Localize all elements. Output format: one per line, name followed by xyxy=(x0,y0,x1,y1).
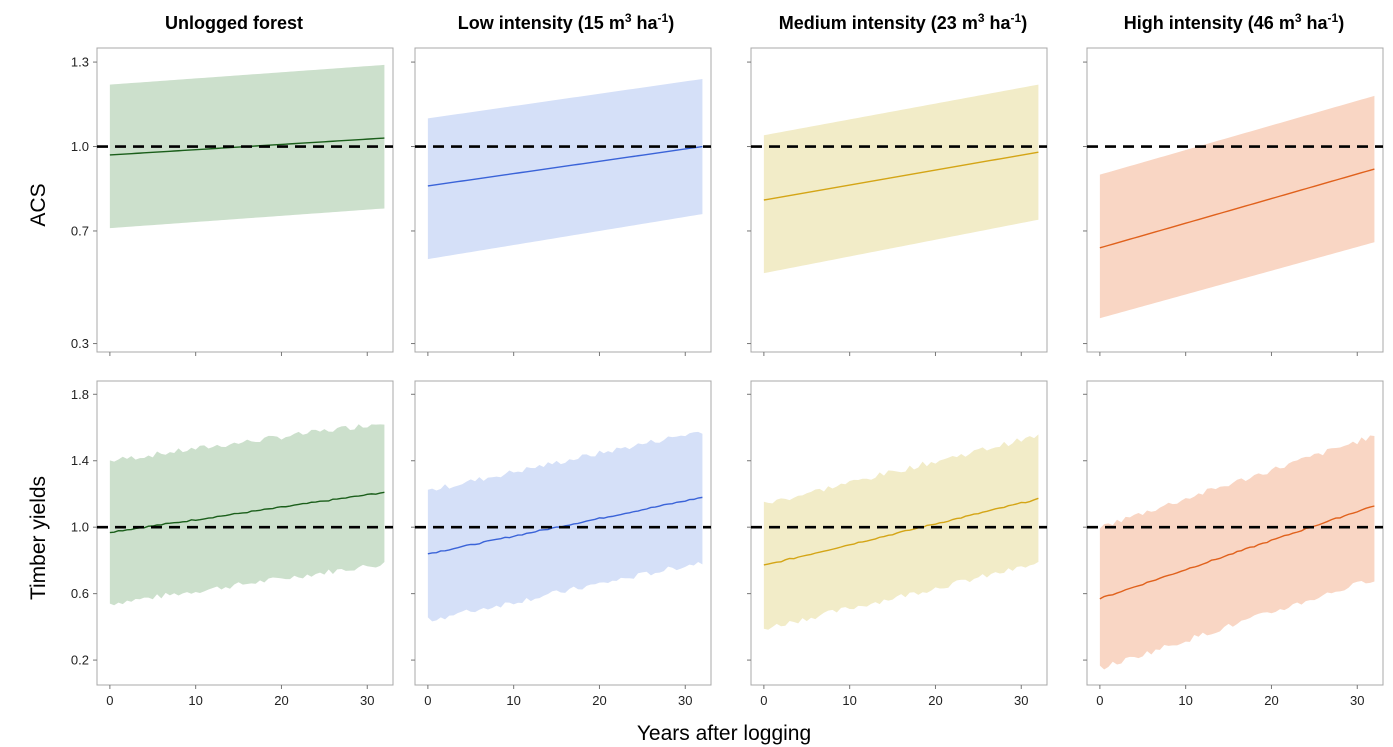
mean-line xyxy=(1099,505,1375,600)
x-tick-label: 0 xyxy=(1096,693,1103,708)
x-tick-label: 10 xyxy=(188,693,202,708)
panel-timber-unlogged: 0.2 0.6 1.0 1.4 1.8 0 10 20 30 xyxy=(71,380,394,708)
mean-line xyxy=(109,491,385,534)
y-tick-label: 1.0 xyxy=(71,520,89,535)
y-tick-label: 0.6 xyxy=(71,586,89,601)
y-tick-label: 1.0 xyxy=(71,139,89,154)
x-axis-label: Years after logging xyxy=(637,722,811,745)
panel-timber-medium-intensity: 0 10 20 30 xyxy=(747,380,1048,708)
x-tick-label: 20 xyxy=(1264,693,1278,708)
y-tick-label: 0.7 xyxy=(71,223,89,238)
mean-line xyxy=(427,496,703,555)
panel-acs-medium-intensity xyxy=(747,47,1048,356)
x-tick-label: 30 xyxy=(678,693,692,708)
mean-line xyxy=(427,145,703,187)
y-tick-label: 1.3 xyxy=(71,55,89,70)
column-title-low-intensity: Low intensity (15 m3 ha-1) xyxy=(458,11,674,33)
panel-acs-unlogged: 0.3 0.7 1.0 1.3 xyxy=(71,47,394,356)
column-title-unlogged: Unlogged forest xyxy=(165,13,303,33)
panel-grid: 0.3 0.7 1.0 1.3 0.2 0.6 1.0 1.4 1.8 0 10 20 30 0 10 20 3… xyxy=(71,47,1384,708)
confidence-band xyxy=(1099,435,1375,670)
x-tick-label: 0 xyxy=(760,693,767,708)
y-tick-label: 1.8 xyxy=(71,387,89,402)
x-tick-label: 20 xyxy=(274,693,288,708)
mean-line xyxy=(1099,168,1375,249)
y-tick-label: 1.4 xyxy=(71,453,89,468)
x-tick-label: 30 xyxy=(1350,693,1364,708)
x-tick-label: 0 xyxy=(424,693,431,708)
confidence-band xyxy=(109,424,385,606)
x-tick-label: 20 xyxy=(928,693,942,708)
panel-timber-high-intensity: 0 10 20 30 xyxy=(1083,380,1384,708)
column-title-high-intensity: High intensity (46 m3 ha-1) xyxy=(1124,11,1344,33)
y-tick-label: 0.3 xyxy=(71,336,89,351)
x-tick-label: 10 xyxy=(506,693,520,708)
y-tick-label: 0.2 xyxy=(71,653,89,668)
column-titles: Unlogged forest Low intensity (15 m3 ha-… xyxy=(165,11,1344,33)
mean-line xyxy=(763,497,1039,566)
x-tick-label: 30 xyxy=(1014,693,1028,708)
confidence-band xyxy=(427,78,703,260)
panel-acs-low-intensity xyxy=(411,47,712,356)
panel-timber-low-intensity: 0 10 20 30 xyxy=(411,380,712,708)
confidence-band xyxy=(763,84,1039,274)
panel-acs-high-intensity xyxy=(1083,47,1384,356)
column-title-medium-intensity: Medium intensity (23 m3 ha-1) xyxy=(779,11,1027,33)
x-tick-label: 20 xyxy=(592,693,606,708)
row-label-acs: ACS xyxy=(27,183,50,226)
x-tick-label: 10 xyxy=(1178,693,1192,708)
row-label-timber-yields: Timber yields xyxy=(27,476,50,600)
x-tick-label: 10 xyxy=(842,693,856,708)
confidence-band xyxy=(1099,95,1375,319)
x-tick-label: 0 xyxy=(106,693,113,708)
x-tick-label: 30 xyxy=(360,693,374,708)
mean-line xyxy=(763,151,1039,201)
